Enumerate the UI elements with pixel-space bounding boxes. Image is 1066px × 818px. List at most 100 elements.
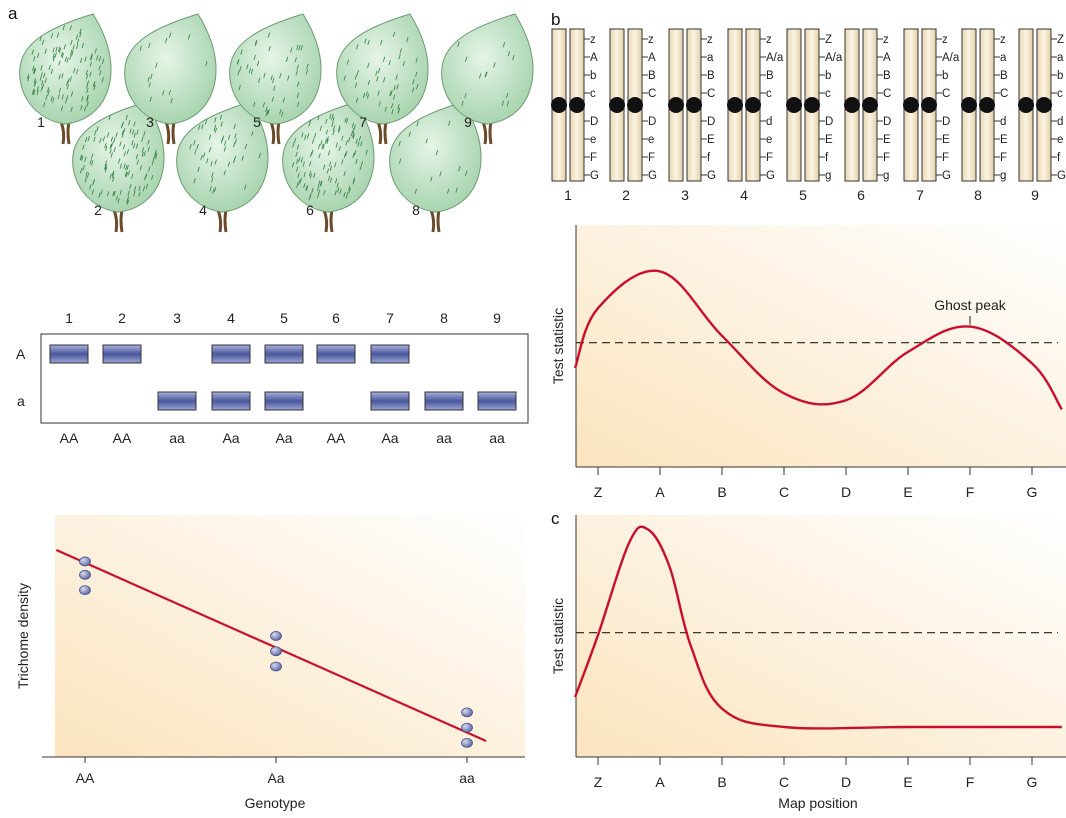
locus-label: d (1000, 116, 1006, 128)
lineb-x-tick-label: Z (594, 484, 603, 500)
leaf-stem (216, 209, 228, 233)
locus-label: D (648, 116, 656, 128)
locus-label: g (825, 170, 831, 182)
centromere (686, 97, 702, 113)
genotype-gel: 1 AA 2 AA 3 aa 4 Aa 5 Aa 6 AA 7 Aa 8 aa 9 aa Aa (16, 310, 529, 446)
locus-label: b (1057, 70, 1063, 82)
locus-label: e (1057, 134, 1063, 146)
locus-label: C (883, 88, 891, 100)
gel-band-a (157, 391, 197, 411)
lineb-x-tick-label: F (966, 484, 975, 500)
locus-label: C (942, 88, 950, 100)
locus-label: G (942, 170, 951, 182)
locus-label: D (707, 116, 715, 128)
leaf-stem (429, 209, 441, 233)
locus-label: B (648, 70, 656, 82)
lineb-x-tick-label: G (1027, 484, 1038, 500)
locus-label: e (648, 134, 654, 146)
leaf-2 (72, 101, 165, 233)
centromere (727, 97, 743, 113)
leaf-hairs (79, 114, 158, 205)
centromere (844, 97, 860, 113)
ghost-peak-label: Ghost peak (934, 297, 1007, 313)
gel-genotype: Aa (275, 430, 292, 446)
locus-label: a (1000, 52, 1007, 64)
lineb-y-label: Test statistic (550, 308, 566, 384)
centromere (1018, 97, 1034, 113)
gel-band-A (370, 344, 410, 364)
locus-label: E (825, 134, 833, 146)
locus-label: z (1000, 34, 1006, 46)
centromere (804, 97, 820, 113)
centromere (569, 97, 585, 113)
leaf-number: 9 (464, 114, 472, 130)
linec-background (576, 515, 1066, 757)
scatter-fit-line (55, 548, 487, 743)
centromere (961, 97, 977, 113)
centromere (668, 97, 684, 113)
gel-band-a (370, 391, 410, 411)
locus-label: z (766, 34, 772, 46)
lineb-x-tick-label: D (841, 484, 851, 500)
leaf-8 (389, 101, 482, 233)
locus-label: c (766, 88, 772, 100)
gel-lane-number: 3 (173, 310, 181, 326)
gel-genotype: aa (436, 430, 452, 446)
locus-label: B (707, 70, 715, 82)
locus-label: G (1057, 170, 1066, 182)
locus-label: c (590, 88, 596, 100)
locus-label: C (1000, 88, 1008, 100)
leaf-number: 1 (37, 114, 45, 130)
gel-genotype: Aa (222, 430, 239, 446)
scatter-x-tick-label: AA (76, 770, 95, 786)
locus-label: d (1057, 116, 1063, 128)
locus-label: C (648, 88, 656, 100)
gel-band-A (49, 344, 89, 364)
locus-label: E (883, 134, 891, 146)
panel-label-c: c (551, 509, 560, 528)
scatter-x-label: Genotype (245, 795, 306, 811)
chromosome-number: 3 (681, 187, 689, 203)
leaf-1 (19, 13, 112, 145)
leaf-hairs (26, 24, 105, 112)
leaf-hairs (236, 32, 309, 117)
leaf-number: 3 (146, 114, 154, 130)
locus-label: A/a (942, 52, 960, 64)
locus-label: A/a (766, 52, 784, 64)
locus-label: c (825, 88, 831, 100)
locus-label: f (707, 152, 711, 164)
gel-genotype: aa (169, 430, 185, 446)
leaf-hairs (139, 32, 208, 104)
locus-label: z (707, 34, 713, 46)
gel-lane-number: 9 (493, 310, 501, 326)
leaf-number: 6 (306, 202, 314, 218)
gel-band-a (264, 391, 304, 411)
locus-label: Z (825, 34, 832, 46)
gel-band-A (264, 344, 304, 364)
leaf-5 (229, 13, 322, 145)
chromosome-group: zAbcDeFG1zABCDeFG2zaBCDEfG3zA/aBcdeFG4ZA… (551, 28, 1066, 203)
leaf-9 (441, 13, 534, 145)
locus-label: e (766, 134, 772, 146)
locus-label: b (825, 70, 831, 82)
leaf-number: 2 (94, 202, 102, 218)
locus-label: E (707, 134, 715, 146)
leaf-blade (124, 13, 217, 125)
chromosome-number: 1 (564, 187, 572, 203)
leaf-hairs (189, 114, 261, 194)
locus-label: F (590, 152, 597, 164)
leaf-stem (269, 121, 281, 145)
locus-label: F (648, 152, 655, 164)
leaf-number: 4 (199, 202, 207, 218)
locus-label: g (1000, 170, 1006, 182)
panel-label-a: a (8, 4, 18, 23)
locus-label: E (1000, 134, 1008, 146)
gel-band-A (211, 344, 251, 364)
locus-label: z (883, 34, 889, 46)
centromere (786, 97, 802, 113)
linec-x-tick-label: Z (594, 774, 603, 790)
centromere (979, 97, 995, 113)
